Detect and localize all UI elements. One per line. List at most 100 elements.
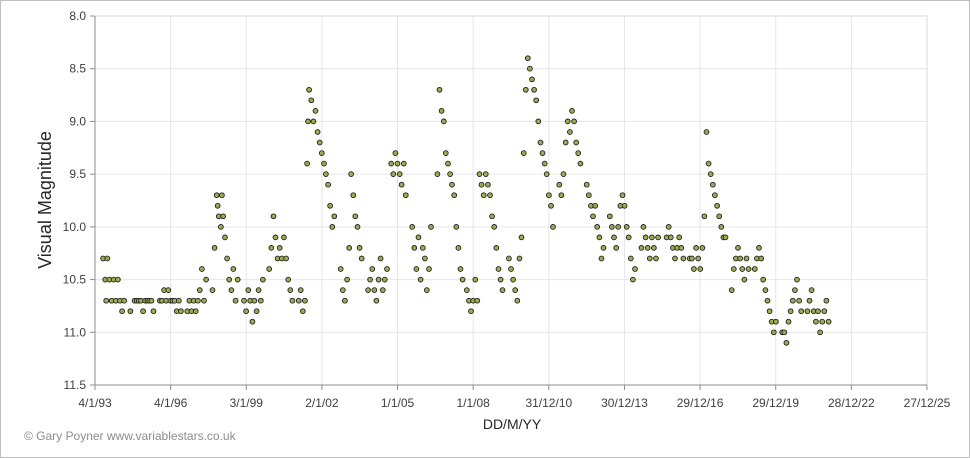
data-point — [678, 245, 685, 251]
data-point — [655, 234, 661, 241]
data-point — [213, 192, 220, 199]
data-point — [806, 297, 813, 304]
data-point — [672, 255, 678, 262]
data-point — [600, 245, 607, 251]
data-point — [339, 287, 346, 293]
data-point — [705, 160, 712, 167]
x-tick-label: 1/1/08 — [456, 396, 490, 410]
data-point — [651, 245, 657, 251]
data-point — [323, 171, 329, 177]
data-point — [621, 202, 628, 209]
x-tick-label: 4/1/96 — [154, 396, 188, 410]
data-point — [283, 255, 289, 262]
data-point — [302, 297, 308, 304]
data-point — [804, 308, 811, 315]
data-point — [121, 297, 127, 304]
data-point — [312, 108, 319, 114]
data-point — [756, 245, 762, 251]
data-point — [577, 160, 584, 167]
data-point — [268, 245, 275, 251]
x-tick-label: 1/1/05 — [381, 396, 415, 410]
data-point — [594, 224, 601, 230]
data-point — [541, 160, 548, 167]
data-point — [770, 329, 777, 336]
data-point — [730, 266, 737, 272]
data-point — [358, 255, 365, 262]
data-point — [266, 266, 273, 272]
data-point — [817, 329, 823, 336]
data-point — [201, 297, 207, 304]
data-point — [276, 245, 283, 251]
data-point — [234, 276, 241, 283]
data-point — [743, 255, 750, 262]
data-point — [415, 234, 422, 241]
data-point — [649, 234, 655, 241]
data-point — [388, 160, 395, 167]
y-tick-label: 9.5 — [69, 167, 86, 181]
data-point — [560, 171, 567, 177]
data-point — [348, 171, 354, 177]
data-point — [451, 192, 458, 199]
data-point — [758, 255, 765, 262]
data-point — [739, 266, 746, 272]
data-point — [781, 329, 788, 336]
data-point — [609, 224, 615, 230]
x-tick-label: 30/12/13 — [601, 396, 648, 410]
data-point — [377, 255, 384, 262]
data-point — [384, 266, 390, 272]
data-point — [718, 224, 725, 230]
data-point — [630, 276, 636, 283]
data-point — [499, 287, 506, 293]
data-point — [640, 224, 647, 230]
data-point — [751, 266, 758, 272]
data-point — [741, 276, 748, 283]
data-point — [493, 245, 500, 251]
data-point — [195, 297, 201, 304]
y-axis-title: Visual Magnitude — [35, 131, 55, 269]
data-point — [514, 297, 521, 304]
data-point — [539, 150, 546, 156]
data-point — [289, 297, 296, 304]
data-point — [478, 181, 485, 188]
data-point — [396, 171, 403, 177]
x-tick-label: 28/12/22 — [828, 396, 875, 410]
data-point — [422, 255, 428, 262]
data-point — [558, 192, 565, 199]
data-point — [417, 276, 424, 283]
data-point — [773, 318, 779, 325]
data-point — [226, 276, 233, 283]
data-point — [354, 224, 361, 230]
data-point — [474, 297, 481, 304]
data-point — [619, 192, 626, 199]
y-tick-label: 11.5 — [64, 378, 87, 392]
data-point — [735, 245, 741, 251]
data-point — [825, 318, 832, 325]
data-point — [808, 287, 815, 293]
data-point — [537, 139, 544, 146]
data-point — [535, 118, 542, 125]
y-tick-label: 10.0 — [63, 220, 87, 234]
data-point — [196, 287, 203, 293]
data-point — [632, 266, 638, 272]
data-point — [520, 150, 527, 156]
data-point — [815, 308, 821, 315]
data-point — [175, 297, 182, 304]
data-point — [564, 118, 571, 125]
data-point — [760, 276, 767, 283]
data-point — [434, 171, 441, 177]
data-point — [665, 224, 672, 230]
data-point — [356, 245, 363, 251]
data-point — [165, 287, 172, 293]
data-point — [299, 308, 306, 315]
data-point — [400, 160, 407, 167]
data-point — [316, 139, 323, 146]
data-point — [646, 255, 653, 262]
data-point — [457, 266, 464, 272]
data-point — [627, 255, 634, 262]
data-point — [222, 234, 228, 241]
data-point — [548, 202, 554, 209]
data-point — [103, 297, 110, 304]
data-point — [428, 224, 434, 230]
data-point — [381, 276, 388, 283]
data-point — [287, 287, 294, 293]
